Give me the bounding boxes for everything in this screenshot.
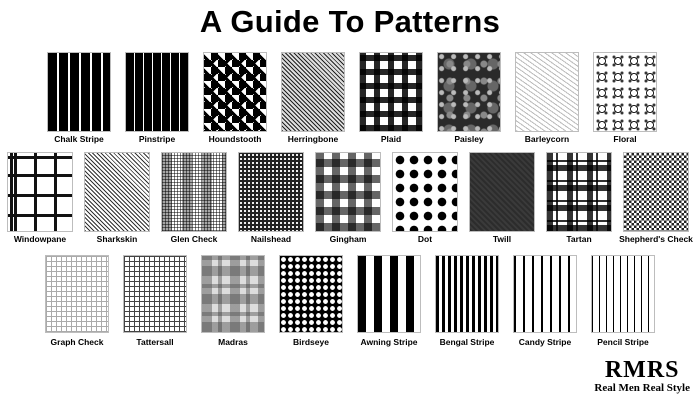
pattern-swatch <box>45 255 109 333</box>
pattern-tile: Floral <box>593 52 657 146</box>
pattern-label: Bengal Stripe <box>439 337 495 347</box>
pattern-tile: Dot <box>392 152 458 246</box>
logo-subtitle: Real Men Real Style <box>594 382 690 394</box>
pattern-tile: Houndstooth <box>203 52 267 146</box>
pattern-label: Candy Stripe <box>518 337 572 347</box>
pattern-label: Tartan <box>566 234 592 244</box>
pattern-swatch <box>392 152 458 232</box>
pattern-label: Madras <box>218 337 248 347</box>
pattern-label: Herringbone <box>287 134 339 144</box>
pattern-tile: Glen Check <box>161 152 227 246</box>
pattern-label: Gingham <box>329 234 367 244</box>
pattern-tile: Paisley <box>437 52 501 146</box>
pattern-swatch <box>469 152 535 232</box>
pattern-swatch <box>359 52 423 132</box>
pattern-tile: Gingham <box>315 152 381 246</box>
pattern-label: Shepherd's Check <box>619 234 693 244</box>
pattern-tile: Birdseye <box>279 255 343 347</box>
pattern-swatch <box>123 255 187 333</box>
pattern-tile: Pencil Stripe <box>591 255 655 347</box>
pattern-tile: Madras <box>201 255 265 347</box>
pattern-tile: Bengal Stripe <box>435 255 499 347</box>
pattern-swatch <box>161 152 227 232</box>
pattern-label: Awning Stripe <box>360 337 418 347</box>
pattern-tile: Graph Check <box>45 255 109 347</box>
pattern-swatch <box>84 152 150 232</box>
pattern-swatch <box>593 52 657 132</box>
pattern-label: Paisley <box>454 134 484 144</box>
pattern-label: Pencil Stripe <box>597 337 649 347</box>
pattern-tile: Chalk Stripe <box>47 52 111 146</box>
pattern-swatch <box>7 152 73 232</box>
pattern-swatch <box>437 52 501 132</box>
pattern-label: Glen Check <box>170 234 218 244</box>
pattern-swatch <box>513 255 577 333</box>
pattern-tile: Tartan <box>546 152 612 246</box>
pattern-label: Floral <box>613 134 637 144</box>
pattern-swatch <box>203 52 267 132</box>
pattern-tile: Awning Stripe <box>357 255 421 347</box>
pattern-label: Tattersall <box>136 337 174 347</box>
pattern-label: Graph Check <box>50 337 104 347</box>
pattern-label: Plaid <box>380 134 402 144</box>
pattern-label: Houndstooth <box>208 134 262 144</box>
pattern-label: Dot <box>417 234 433 244</box>
pattern-swatch <box>238 152 304 232</box>
pattern-label: Chalk Stripe <box>54 134 104 144</box>
pattern-label: Windowpane <box>13 234 67 244</box>
pattern-swatch <box>515 52 579 132</box>
pattern-label: Nailshead <box>250 234 292 244</box>
pattern-label: Barleycorn <box>524 134 570 144</box>
brand-logo: RMRS Real Men Real Style <box>594 358 690 394</box>
pattern-swatch <box>315 152 381 232</box>
pattern-tile: Windowpane <box>7 152 73 246</box>
pattern-swatch <box>279 255 343 333</box>
pattern-tile: Shepherd's Check <box>619 152 693 246</box>
pattern-label: Twill <box>492 234 512 244</box>
page-title: A Guide To Patterns <box>199 4 501 39</box>
pattern-swatch <box>546 152 612 232</box>
pattern-swatch <box>201 255 265 333</box>
pattern-label: Sharkskin <box>96 234 138 244</box>
pattern-tile: Twill <box>469 152 535 246</box>
pattern-swatch <box>357 255 421 333</box>
pattern-tile: Nailshead <box>238 152 304 246</box>
pattern-swatch <box>591 255 655 333</box>
pattern-tile: Barleycorn <box>515 52 579 146</box>
pattern-tile: Herringbone <box>281 52 345 146</box>
pattern-swatch <box>47 52 111 132</box>
pattern-label: Birdseye <box>293 337 329 347</box>
logo-mark: RMRS <box>604 357 680 383</box>
pattern-tile: Tattersall <box>123 255 187 347</box>
pattern-label: Pinstripe <box>138 134 176 144</box>
pattern-tile: Plaid <box>359 52 423 146</box>
pattern-tile: Candy Stripe <box>513 255 577 347</box>
pattern-tile: Sharkskin <box>84 152 150 246</box>
pattern-tile: Pinstripe <box>125 52 189 146</box>
pattern-swatch <box>281 52 345 132</box>
pattern-swatch <box>435 255 499 333</box>
pattern-swatch <box>125 52 189 132</box>
pattern-swatch <box>623 152 689 232</box>
